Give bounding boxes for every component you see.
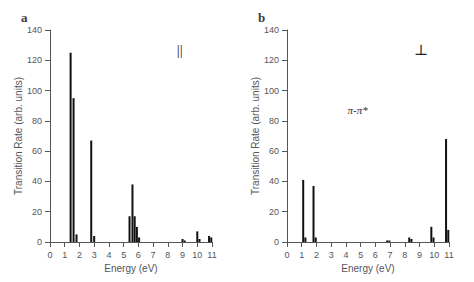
svg-text:7: 7 (151, 250, 156, 260)
svg-text:3: 3 (92, 250, 97, 260)
svg-text:6: 6 (136, 250, 141, 260)
svg-text:2: 2 (314, 250, 319, 260)
svg-text:140: 140 (264, 25, 279, 35)
svg-text:60: 60 (32, 146, 42, 156)
svg-text:10: 10 (192, 250, 202, 260)
svg-text:0: 0 (274, 237, 279, 247)
svg-text:π-π*: π-π* (348, 104, 369, 116)
svg-text:5: 5 (358, 250, 363, 260)
svg-text:60: 60 (269, 146, 279, 156)
svg-text:11: 11 (444, 250, 453, 260)
svg-text:7: 7 (388, 250, 393, 260)
svg-text:11: 11 (207, 250, 216, 260)
svg-text:100: 100 (27, 86, 42, 96)
svg-text:b: b (258, 10, 265, 25)
svg-text:6: 6 (373, 250, 378, 260)
svg-text:2: 2 (77, 250, 82, 260)
svg-text:1: 1 (299, 250, 304, 260)
svg-text:120: 120 (264, 55, 279, 65)
svg-text:100: 100 (264, 86, 279, 96)
svg-text:80: 80 (269, 116, 279, 126)
svg-text:3: 3 (329, 250, 334, 260)
svg-text:9: 9 (417, 250, 422, 260)
svg-text:5: 5 (121, 250, 126, 260)
svg-text:20: 20 (32, 207, 42, 217)
svg-text:0: 0 (47, 250, 52, 260)
svg-text:40: 40 (269, 176, 279, 186)
svg-text:Transition Rate (arb. units): Transition Rate (arb. units) (13, 77, 24, 195)
svg-text:Transition Rate (arb. units): Transition Rate (arb. units) (250, 77, 261, 195)
svg-text:||: || (177, 42, 183, 58)
svg-text:a: a (21, 10, 28, 25)
svg-text:20: 20 (269, 207, 279, 217)
svg-text:9: 9 (180, 250, 185, 260)
svg-text:1: 1 (62, 250, 67, 260)
svg-text:⊥: ⊥ (414, 42, 428, 58)
svg-text:40: 40 (32, 176, 42, 186)
svg-text:8: 8 (165, 250, 170, 260)
svg-text:4: 4 (343, 250, 348, 260)
svg-text:Energy (eV): Energy (eV) (104, 263, 157, 274)
svg-text:Energy (eV): Energy (eV) (341, 263, 394, 274)
svg-text:120: 120 (27, 55, 42, 65)
svg-text:8: 8 (402, 250, 407, 260)
svg-text:0: 0 (37, 237, 42, 247)
svg-text:10: 10 (429, 250, 439, 260)
svg-text:140: 140 (27, 25, 42, 35)
svg-text:80: 80 (32, 116, 42, 126)
svg-text:0: 0 (284, 250, 289, 260)
svg-text:4: 4 (106, 250, 111, 260)
